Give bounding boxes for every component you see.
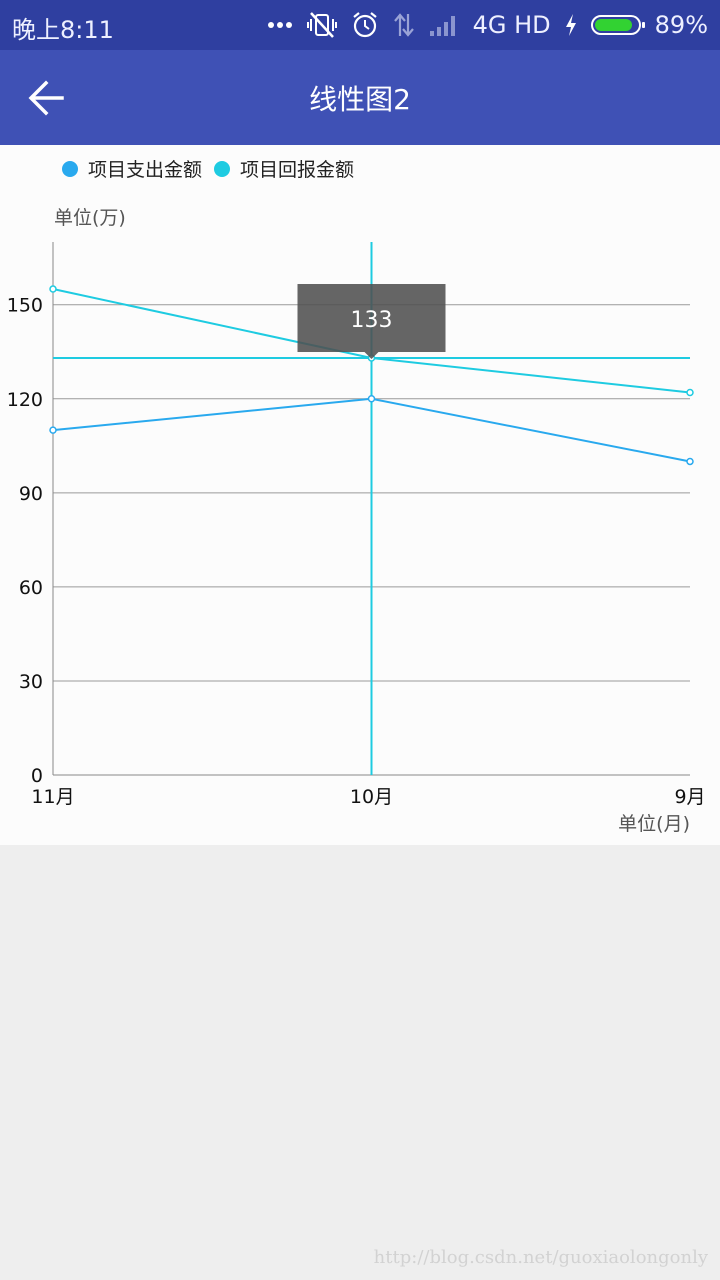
network-type: 4G HD (472, 11, 551, 39)
y-tick-label: 0 (31, 765, 43, 787)
x-tick-label: 10月 (350, 786, 393, 808)
y-tick-label: 90 (19, 483, 43, 505)
back-button[interactable] (22, 74, 70, 122)
page-title: 线性图2 (309, 83, 411, 116)
status-bar: 晚上8:11 4G HD 89% (0, 0, 720, 50)
y-tick-label: 60 (19, 577, 43, 599)
y-tick-label: 150 (7, 295, 43, 317)
alarm-icon (351, 11, 379, 39)
legend-item-1: 项目支出金额 (62, 155, 202, 182)
data-point (367, 395, 376, 403)
legend-dot (214, 160, 231, 177)
x-tick-label: 11月 (31, 786, 74, 808)
line-chart[interactable]: 0 30 60 90 120 150 11月 10月 9月 133 (0, 145, 720, 845)
line-chart-card[interactable]: 0 30 60 90 120 150 11月 10月 9月 133 项目支出金额 项目回报金额 单位… (0, 145, 720, 845)
data-point (49, 285, 57, 293)
y-axis-unit: 单位(万) (54, 207, 126, 229)
arrow-left-icon (28, 80, 64, 116)
y-tick-label: 30 (19, 671, 43, 693)
legend-label: 项目支出金额 (88, 159, 203, 181)
y-tick-label: 120 (7, 389, 43, 411)
vibrate-off-icon (306, 11, 337, 39)
data-transfer-icon (393, 12, 415, 38)
chart-legend: 项目支出金额 项目回报金额 (62, 155, 354, 182)
legend-label: 项目回报金额 (240, 159, 355, 181)
legend-dot (62, 160, 78, 177)
data-point (49, 426, 57, 434)
x-tick-label: 9月 (674, 786, 705, 808)
tooltip-box (297, 284, 446, 353)
more-dots-icon (267, 21, 293, 29)
status-icons: 4G HD 89% (267, 8, 708, 42)
data-point (686, 388, 694, 397)
tooltip-value: 133 (351, 308, 393, 333)
data-point (686, 457, 694, 466)
watermark: http://blog.csdn.net/guoxiaolongonly (373, 1247, 708, 1268)
app-bar: 线性图2 (0, 50, 720, 145)
legend-item-2: 项目回报金额 (214, 155, 354, 182)
battery-fill (594, 19, 633, 31)
battery-percent: 89% (654, 11, 708, 39)
charging-icon (565, 13, 577, 37)
tooltip-pointer (364, 352, 379, 360)
battery-icon (590, 15, 645, 35)
x-axis-unit: 单位(月) (618, 813, 690, 835)
battery-tip (641, 22, 645, 28)
status-time: 晚上8:11 (12, 16, 114, 44)
signal-icon (429, 13, 459, 37)
